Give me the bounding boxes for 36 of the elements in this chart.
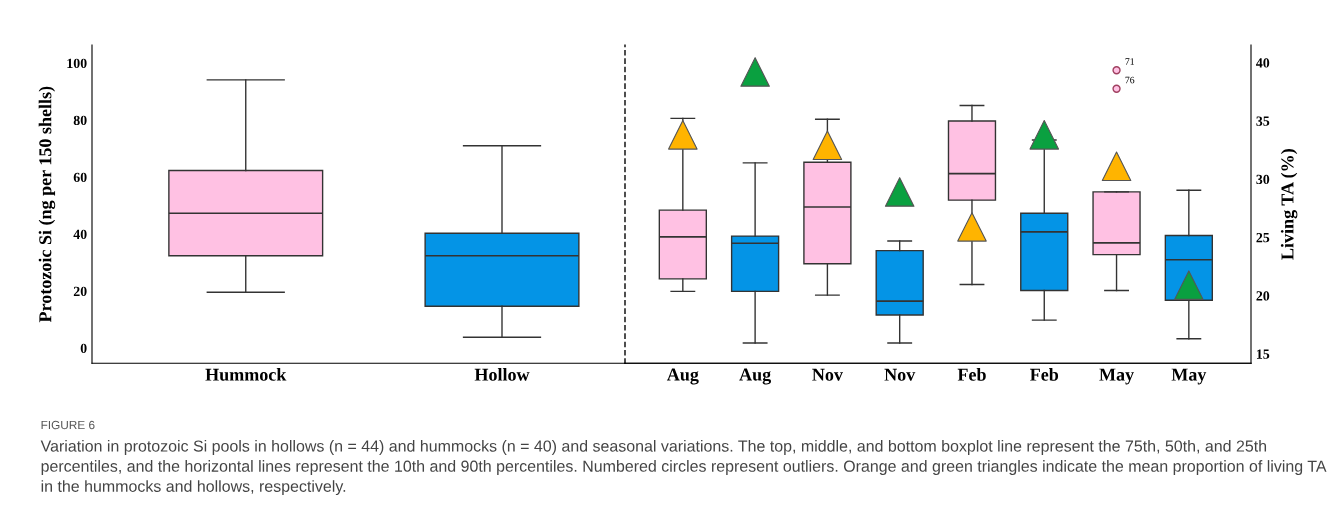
point [740, 57, 770, 87]
x-tick-label: Nov [812, 368, 843, 381]
y-tick-label: 0 [80, 343, 87, 354]
point [957, 212, 987, 242]
y-tick-label: 100 [67, 58, 87, 69]
caption: FIGURE 6 [41, 420, 95, 430]
y-axis-title: Protozoic Si (ng per 150 shells) [38, 86, 56, 323]
x-tick-label: Aug [666, 368, 699, 385]
x-tick-label: Nov [884, 368, 916, 381]
x-tick-label: May [1171, 368, 1207, 385]
y-tick-label: 40 [73, 229, 87, 240]
x-tick-label: Feb [1030, 368, 1059, 381]
x-tick-label: Feb [957, 368, 986, 381]
y-tick-label: 20 [73, 286, 87, 297]
y2-tick-label: 30 [1256, 174, 1270, 185]
point [1174, 270, 1204, 300]
x-tick-label: May [1099, 368, 1134, 385]
y2-tick-label: 25 [1256, 233, 1270, 243]
point [812, 130, 843, 161]
x-tick-label: Hummock [205, 368, 287, 381]
y-tick-label: 80 [73, 115, 87, 126]
point [884, 177, 915, 207]
y2-tick-label: 40 [1256, 58, 1270, 68]
y2-tick-label: 15 [1256, 349, 1270, 359]
x-tick-label: Aug [739, 368, 771, 385]
point [668, 120, 698, 150]
y2-axis-title: Living TA (%) [1280, 149, 1298, 260]
y2-tick-label: 35 [1256, 116, 1270, 126]
point [1101, 151, 1132, 182]
y-tick-label: 60 [73, 172, 87, 183]
text: Variation in protozoic Si pools in hollows (n = 44) and hummocks (n = 40) and seasonal variations. The top, middle, and bottom boxplot line represent the 75th, 50th, and 25th percentiles, and the horizontal lines represent the 10th and 90th percentiles. Numbered circles represent outliers. Orange and green triangles indicate the mean proportion of living TA in the hummocks and hollows, respectively. [40, 440, 1327, 496]
annotation: 71 [1125, 58, 1135, 65]
x-tick-label: Hollow [474, 368, 530, 381]
point [1029, 120, 1060, 150]
y2-tick-label: 20 [1256, 291, 1270, 301]
annotation: 76 [1125, 76, 1135, 84]
